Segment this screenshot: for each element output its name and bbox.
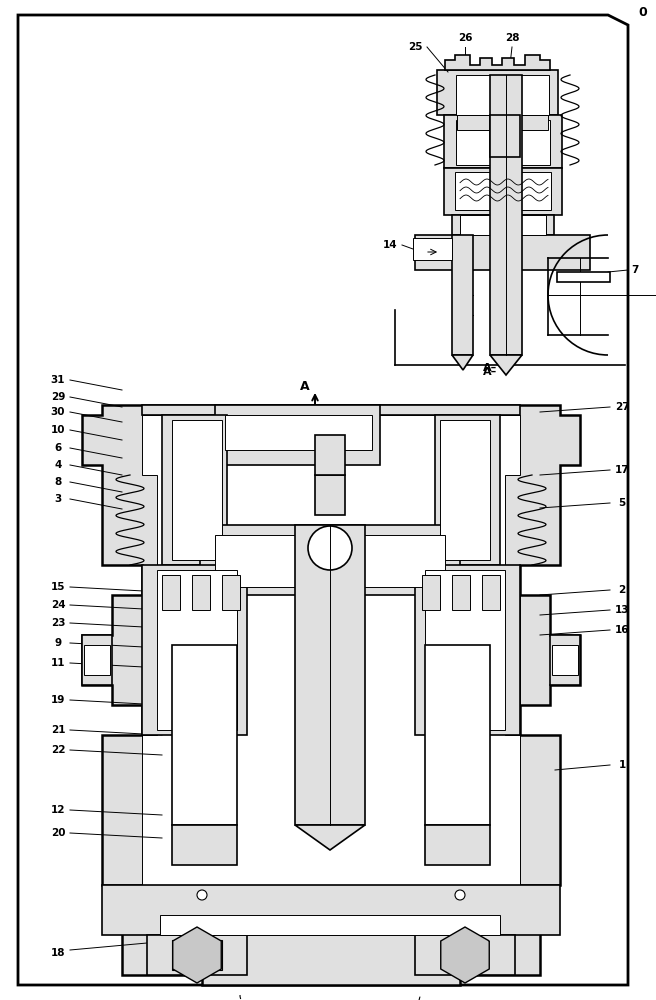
- Polygon shape: [425, 570, 505, 730]
- Polygon shape: [413, 238, 452, 260]
- Polygon shape: [147, 935, 247, 975]
- Polygon shape: [557, 272, 610, 282]
- Text: A: A: [300, 380, 310, 393]
- Text: 19: 19: [51, 695, 65, 705]
- Circle shape: [308, 526, 352, 570]
- Text: 29: 29: [51, 392, 65, 402]
- Text: 30: 30: [51, 407, 65, 417]
- Polygon shape: [552, 645, 578, 675]
- Polygon shape: [452, 355, 473, 370]
- Polygon shape: [172, 420, 222, 560]
- Text: 7: 7: [631, 265, 639, 275]
- Text: 25: 25: [408, 42, 422, 52]
- Polygon shape: [456, 75, 549, 115]
- Text: 28: 28: [504, 33, 520, 43]
- Circle shape: [455, 890, 465, 900]
- Polygon shape: [490, 75, 522, 355]
- Text: 31: 31: [51, 375, 65, 385]
- Polygon shape: [415, 935, 515, 975]
- Polygon shape: [455, 172, 551, 210]
- Polygon shape: [160, 915, 500, 935]
- Text: 9: 9: [54, 638, 62, 648]
- Text: 11: 11: [51, 658, 65, 668]
- Polygon shape: [422, 575, 440, 610]
- Polygon shape: [452, 235, 473, 355]
- Polygon shape: [102, 885, 560, 935]
- Text: 8: 8: [54, 477, 62, 487]
- Polygon shape: [452, 215, 554, 235]
- Text: 21: 21: [51, 725, 65, 735]
- Polygon shape: [490, 355, 522, 375]
- Polygon shape: [415, 565, 520, 735]
- Bar: [315, 475, 345, 515]
- Text: A–: A–: [483, 363, 497, 373]
- Text: 0: 0: [639, 6, 647, 19]
- Polygon shape: [82, 405, 580, 985]
- Text: 2: 2: [619, 585, 626, 595]
- Text: 6: 6: [54, 443, 62, 453]
- Polygon shape: [482, 575, 500, 610]
- Polygon shape: [142, 415, 520, 885]
- Polygon shape: [225, 415, 372, 450]
- Text: 5: 5: [619, 498, 626, 508]
- Bar: [440, 85, 550, 105]
- Polygon shape: [445, 55, 550, 70]
- Polygon shape: [173, 927, 221, 983]
- Text: 10: 10: [51, 425, 65, 435]
- Polygon shape: [444, 168, 562, 215]
- Text: 23: 23: [51, 618, 65, 628]
- Text: 12: 12: [51, 805, 65, 815]
- Polygon shape: [18, 15, 628, 985]
- Polygon shape: [440, 420, 490, 560]
- Polygon shape: [295, 825, 365, 850]
- Polygon shape: [215, 405, 380, 465]
- Polygon shape: [172, 645, 237, 825]
- Text: 18: 18: [51, 948, 65, 958]
- Polygon shape: [441, 927, 489, 983]
- Polygon shape: [172, 825, 237, 865]
- Polygon shape: [425, 825, 490, 865]
- Polygon shape: [142, 405, 520, 415]
- Text: 20: 20: [51, 828, 65, 838]
- Text: 26: 26: [458, 33, 472, 43]
- Polygon shape: [457, 115, 548, 130]
- Polygon shape: [435, 415, 500, 565]
- Text: 16: 16: [615, 625, 629, 635]
- Polygon shape: [142, 565, 247, 735]
- Polygon shape: [456, 120, 550, 165]
- Polygon shape: [437, 70, 558, 115]
- Polygon shape: [295, 525, 365, 825]
- Polygon shape: [550, 635, 580, 685]
- Bar: [172, 940, 222, 970]
- Polygon shape: [222, 575, 240, 610]
- Text: 13: 13: [615, 605, 629, 615]
- Polygon shape: [315, 435, 345, 475]
- Polygon shape: [490, 115, 520, 157]
- Polygon shape: [415, 235, 590, 270]
- Polygon shape: [84, 645, 110, 675]
- Polygon shape: [82, 635, 112, 685]
- Polygon shape: [215, 535, 445, 587]
- Polygon shape: [200, 525, 460, 595]
- Polygon shape: [162, 415, 227, 565]
- Text: 14: 14: [382, 240, 398, 250]
- Text: 1: 1: [619, 760, 626, 770]
- Text: 22: 22: [51, 745, 65, 755]
- Text: 24: 24: [51, 600, 66, 610]
- Text: 3: 3: [54, 494, 62, 504]
- Text: 27: 27: [615, 402, 629, 412]
- Text: 17: 17: [615, 465, 629, 475]
- Text: 4: 4: [54, 460, 62, 470]
- Text: A–: A–: [483, 367, 497, 377]
- Polygon shape: [452, 575, 470, 610]
- Circle shape: [197, 890, 207, 900]
- Polygon shape: [425, 645, 490, 825]
- Polygon shape: [162, 575, 180, 610]
- Polygon shape: [460, 215, 546, 235]
- Polygon shape: [192, 575, 210, 610]
- Polygon shape: [444, 115, 562, 168]
- Polygon shape: [157, 570, 237, 730]
- Text: 15: 15: [51, 582, 65, 592]
